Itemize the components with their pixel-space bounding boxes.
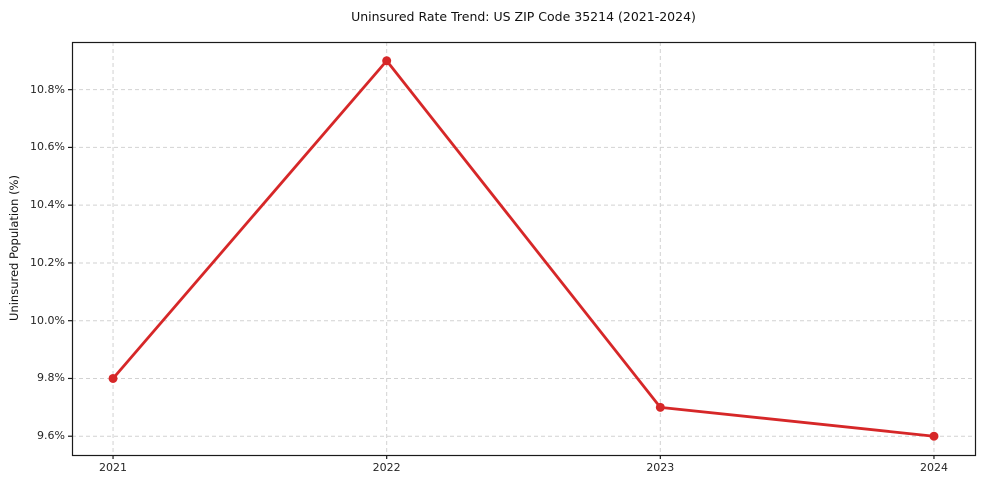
x-axis-tick-label: 2022 [372, 461, 401, 474]
x-axis-tick-label: 2024 [919, 461, 948, 474]
chart-title: Uninsured Rate Trend: US ZIP Code 35214 … [351, 9, 696, 24]
y-axis-tick-label: 10.8% [30, 82, 65, 96]
y-axis-tick-label: 10.2% [30, 255, 65, 269]
trend-line [111, 59, 936, 438]
plot-border [71, 41, 977, 457]
y-axis-tick-label: 10.6% [30, 140, 65, 154]
y-axis-tick-label: 9.8% [37, 371, 65, 385]
y-axis-tick-label: 10.0% [30, 313, 65, 327]
x-axis-tick-label: 2023 [646, 461, 675, 474]
y-axis-tick-label: 10.4% [30, 198, 65, 212]
data-point-marker [929, 431, 939, 441]
data-point-marker [382, 56, 392, 66]
data-point-marker [108, 373, 118, 383]
y-axis-tick-label: 9.6% [37, 429, 65, 443]
data-point-marker [655, 402, 665, 412]
x-axis-tick-label: 2021 [99, 461, 128, 474]
